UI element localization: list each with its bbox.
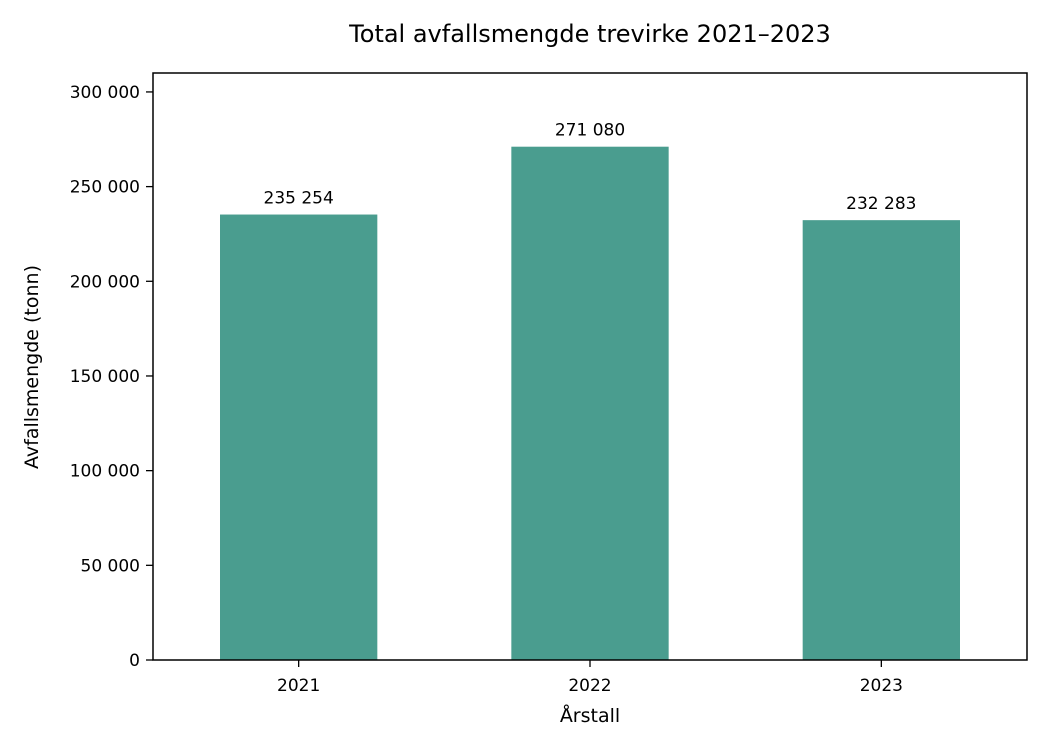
y-tick-label: 200 000	[70, 272, 140, 292]
y-tick-label: 250 000	[70, 178, 140, 198]
chart-title: Total avfallsmengde trevirke 2021–2023	[348, 20, 831, 48]
bars-layer	[220, 146, 960, 661]
x-tick-label-2021: 2021	[277, 676, 320, 696]
data-label-2021: 235 254	[264, 189, 334, 209]
data-label-2022: 271 080	[555, 121, 625, 141]
y-axis-label: Avfallsmengde (tonn)	[21, 265, 43, 469]
y-tick-label: 0	[129, 651, 140, 671]
bar-2022	[511, 146, 669, 660]
bar-2023	[802, 220, 960, 661]
x-axis: 2021 2022 2023	[277, 660, 903, 696]
y-tick-label: 50 000	[81, 556, 140, 576]
y-tick-label: 150 000	[70, 367, 140, 387]
data-labels-layer: 235 254 271 080 232 283	[264, 121, 917, 214]
y-tick-label: 100 000	[70, 462, 140, 482]
bar-2021	[220, 214, 378, 661]
y-tick-label: 300 000	[70, 83, 140, 103]
x-tick-label-2023: 2023	[860, 676, 903, 696]
y-axis: 0 50 000 100 000 150 000 200 000 250 000 300 0…	[70, 83, 153, 671]
x-axis-label: Årstall	[560, 704, 620, 727]
data-label-2023: 232 283	[846, 194, 916, 214]
x-tick-label-2022: 2022	[568, 676, 611, 696]
